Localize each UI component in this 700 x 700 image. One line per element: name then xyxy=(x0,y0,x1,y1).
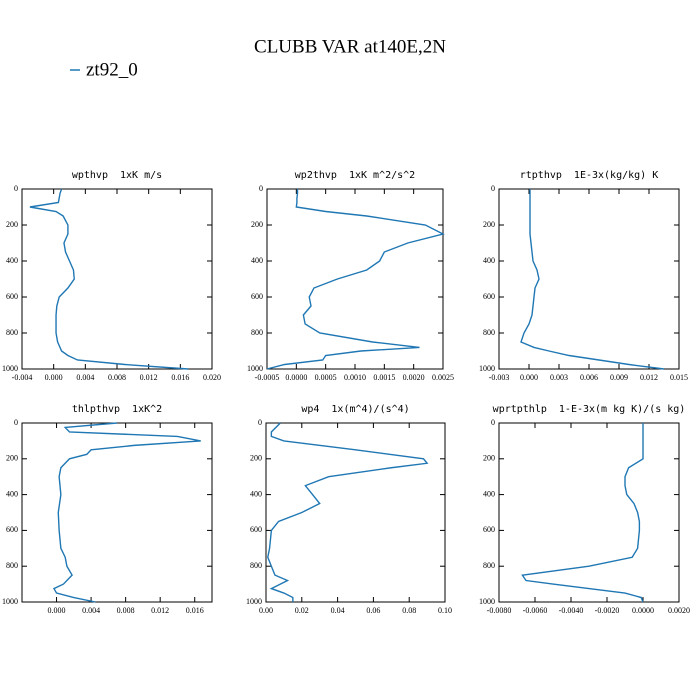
x-tick-label: 0.0010 xyxy=(344,373,366,382)
x-tick-label: 0.02 xyxy=(295,606,309,615)
y-tick-label: 200 xyxy=(251,220,263,229)
sub-title: wpthvp 1xK m/s xyxy=(72,170,162,181)
y-tick-label: 400 xyxy=(250,489,262,498)
y-tick-label: 600 xyxy=(251,292,263,301)
x-tick-label: -0.003 xyxy=(489,373,510,382)
y-tick-label: 400 xyxy=(6,489,18,498)
y-tick-label: 1000 xyxy=(2,597,18,606)
x-tick-label: 0.06 xyxy=(366,606,380,615)
profile-line xyxy=(267,422,429,602)
y-tick-label: 1000 xyxy=(246,597,262,606)
y-tick-label: 400 xyxy=(483,489,495,498)
x-tick-label: 0.000 xyxy=(520,373,538,382)
x-tick-label: 0.008 xyxy=(117,606,135,615)
x-tick-label: 0.004 xyxy=(82,606,100,615)
y-tick-label: 200 xyxy=(250,454,262,463)
y-tick-label: 600 xyxy=(6,525,18,534)
y-tick-label: 1000 xyxy=(2,364,18,373)
x-tick-label: 0.006 xyxy=(580,373,598,382)
x-tick-label: 0.016 xyxy=(171,373,189,382)
frame xyxy=(265,422,446,603)
x-tick-label: 0.0005 xyxy=(315,373,337,382)
y-tick-label: 800 xyxy=(483,561,495,570)
x-tick-label: 0.0015 xyxy=(373,373,395,382)
x-tick-label: 0.012 xyxy=(140,373,158,382)
x-tick-label: 0.004 xyxy=(76,373,94,382)
y-tick-label: 1000 xyxy=(247,364,263,373)
frame xyxy=(21,422,213,603)
x-tick-label: 0.0000 xyxy=(285,373,307,382)
profile-line xyxy=(266,189,445,370)
x-tick-label: 0.00 xyxy=(259,606,273,615)
frame xyxy=(498,422,680,603)
x-tick-label: 0.0020 xyxy=(668,606,690,615)
y-tick-label: 600 xyxy=(6,292,18,301)
x-tick-label: 0.0020 xyxy=(403,373,425,382)
y-tick-label: 600 xyxy=(483,292,495,301)
y-tick-label: 1000 xyxy=(479,597,495,606)
profile-line xyxy=(520,189,665,370)
x-tick-label: 0.009 xyxy=(610,373,628,382)
x-tick-label: -0.0020 xyxy=(595,606,620,615)
y-tick-label: 200 xyxy=(483,220,495,229)
x-tick-label: 0.0025 xyxy=(432,373,454,382)
y-tick-label: 0 xyxy=(14,418,18,427)
x-tick-label: 0.0000 xyxy=(632,606,654,615)
y-tick-label: 400 xyxy=(251,256,263,265)
y-tick-label: 800 xyxy=(483,328,495,337)
y-tick-label: 0 xyxy=(491,418,495,427)
y-tick-label: 800 xyxy=(6,328,18,337)
x-tick-label: 0.020 xyxy=(203,373,221,382)
y-tick-label: 200 xyxy=(6,220,18,229)
profile-line xyxy=(52,422,201,603)
y-tick-label: 1000 xyxy=(479,364,495,373)
sub-title: rtpthvp 1E-3x(kg/kg) K xyxy=(520,170,658,181)
sub-title: wp2thvp 1xK m^2/s^2 xyxy=(295,170,415,181)
x-tick-label: 0.10 xyxy=(438,606,452,615)
x-tick-label: 0.04 xyxy=(331,606,345,615)
y-tick-label: 800 xyxy=(6,561,18,570)
y-tick-label: 600 xyxy=(250,525,262,534)
x-tick-label: 0.000 xyxy=(48,606,66,615)
sub-title: wp4 1x(m^4)/(s^4) xyxy=(301,404,409,415)
x-tick-label: -0.0040 xyxy=(559,606,584,615)
y-tick-label: 200 xyxy=(483,454,495,463)
sub-title: wprtpthlp 1-E-3x(m kg K)/(s kg) xyxy=(493,404,686,415)
x-tick-label: 0.012 xyxy=(640,373,658,382)
y-tick-label: 400 xyxy=(6,256,18,265)
y-tick-label: 200 xyxy=(6,454,18,463)
y-tick-label: 800 xyxy=(251,328,263,337)
profile-line xyxy=(521,423,644,603)
y-tick-label: 800 xyxy=(250,561,262,570)
x-tick-label: 0.003 xyxy=(550,373,568,382)
x-tick-label: 0.008 xyxy=(108,373,126,382)
profile-line xyxy=(29,188,189,370)
x-tick-label: 0.012 xyxy=(151,606,169,615)
frame xyxy=(21,188,213,370)
y-tick-label: 0 xyxy=(258,418,262,427)
legend-label: zt92_0 xyxy=(86,59,138,80)
sub-title: thlpthvp 1xK^2 xyxy=(72,404,162,415)
y-tick-label: 600 xyxy=(483,525,495,534)
frame xyxy=(266,188,444,370)
x-tick-label: 0.08 xyxy=(402,606,416,615)
y-tick-label: 0 xyxy=(259,184,263,193)
y-tick-label: 0 xyxy=(14,184,18,193)
figure-title: CLUBB VAR at140E,2N xyxy=(254,36,446,57)
x-tick-label: -0.004 xyxy=(12,373,33,382)
y-tick-label: 0 xyxy=(491,184,495,193)
x-tick-label: 0.015 xyxy=(670,373,688,382)
x-tick-label: -0.0060 xyxy=(523,606,548,615)
frame xyxy=(498,188,680,370)
y-tick-label: 400 xyxy=(483,256,495,265)
x-tick-label: -0.0005 xyxy=(255,373,280,382)
x-tick-label: 0.000 xyxy=(45,373,63,382)
x-tick-label: -0.0080 xyxy=(487,606,512,615)
x-tick-label: 0.016 xyxy=(186,606,204,615)
